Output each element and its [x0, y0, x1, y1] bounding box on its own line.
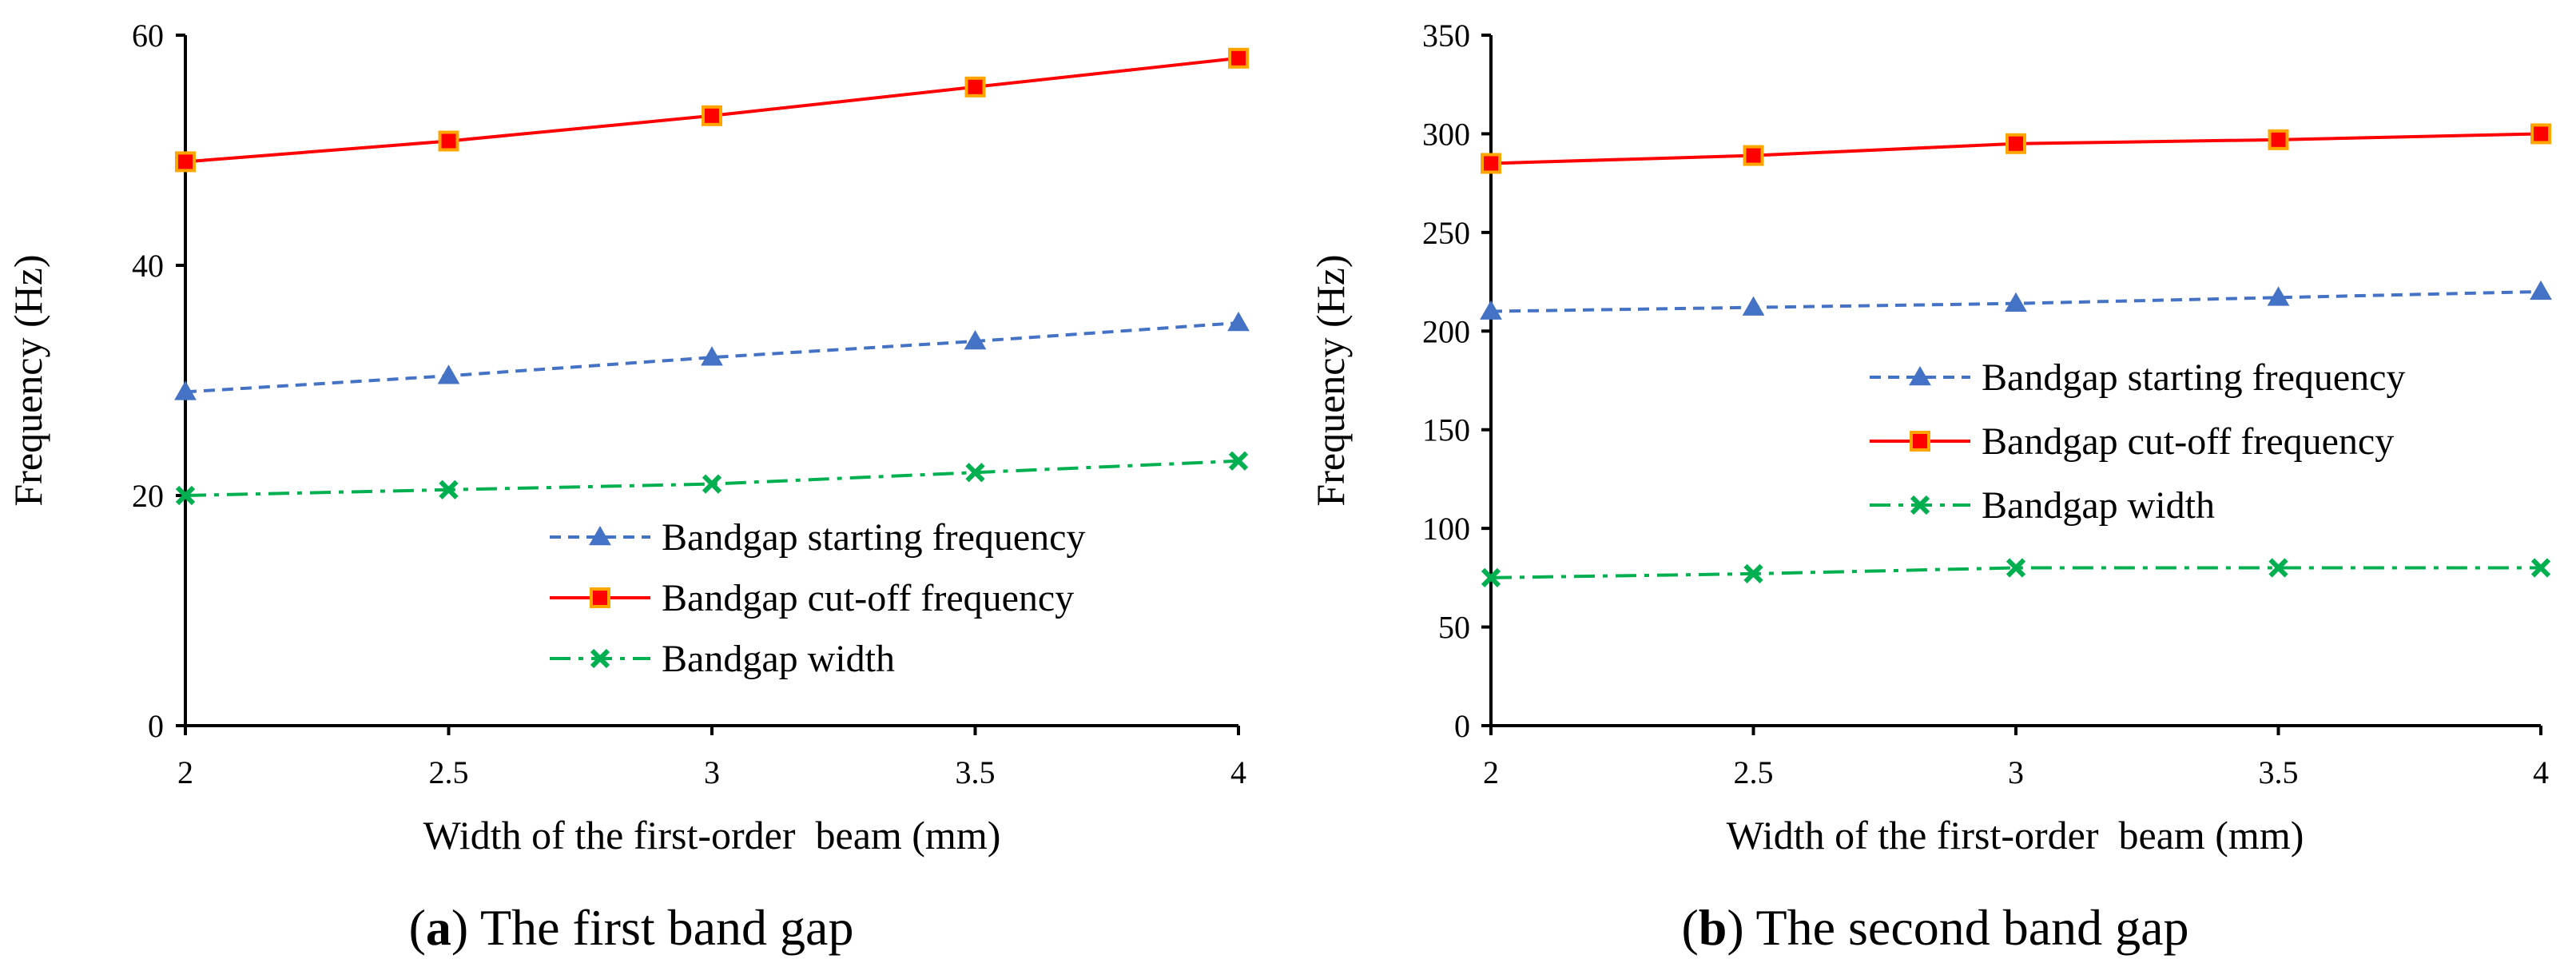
data-point	[175, 151, 196, 173]
y-tick-label: 60	[132, 18, 164, 54]
data-point	[702, 105, 722, 126]
y-tick-label: 350	[1422, 18, 1470, 54]
legend-marker	[1910, 495, 1930, 515]
x-tick-label: 3	[704, 754, 720, 790]
y-tick-label: 40	[132, 248, 164, 284]
legend-label: Bandgap cut-off frequency	[662, 577, 1074, 619]
data-point	[702, 474, 722, 494]
data-point	[964, 76, 986, 98]
y-tick-label: 200	[1422, 313, 1470, 349]
y-tick-label: 150	[1422, 412, 1470, 448]
x-tick-label: 2.5	[1734, 754, 1774, 790]
x-tick-labels: 2 2.5 3 3.5 4	[1483, 726, 2549, 790]
series-line	[185, 459, 1239, 497]
data-point	[965, 463, 985, 483]
series-line	[185, 321, 1239, 394]
series-3	[175, 451, 1249, 506]
legend-marker	[1910, 431, 1930, 452]
legend-marker	[589, 525, 611, 546]
legend-label: Bandgap starting frequency	[1982, 356, 2405, 399]
series-line	[1490, 566, 2541, 579]
data-point	[964, 330, 987, 350]
data-point	[1227, 311, 1250, 332]
data-point	[2530, 123, 2551, 145]
chart-a: 0 20 40 60 2 2.5 3 3.5 4 Frequency (Hz) Width o…	[6, 18, 1250, 956]
series-2	[1481, 123, 2551, 174]
x-tick-label: 2.5	[429, 754, 469, 790]
x-tick-label: 4	[1230, 754, 1246, 790]
legend-label: Bandgap width	[662, 638, 895, 680]
data-point	[1742, 296, 1765, 316]
data-point	[439, 480, 459, 499]
data-point	[2267, 286, 2290, 306]
caption-paren: )	[1727, 899, 1743, 956]
series-1	[1480, 280, 2552, 320]
legend-marker	[590, 648, 610, 669]
data-point	[2006, 558, 2026, 578]
caption-label: (	[409, 899, 426, 956]
x-tick-label: 2	[177, 754, 193, 790]
x-tick-label: 4	[2533, 754, 2549, 790]
data-point	[1743, 145, 1764, 166]
chart-b: 0 50 100 150 200 250 300 350 2 2.5 3 3.5 4 Frequenc…	[1308, 18, 2552, 956]
y-tick-label: 250	[1422, 215, 1470, 251]
y-tick-label: 20	[132, 478, 164, 514]
data-point	[701, 346, 723, 366]
data-point	[1480, 300, 1502, 320]
caption-letter: a	[426, 899, 451, 956]
data-point	[1481, 153, 1501, 174]
caption-text: The first band gap	[468, 899, 853, 956]
caption-paren: )	[451, 899, 468, 956]
y-axis-title: Frequency (Hz)	[1308, 254, 1353, 506]
y-tick-label: 300	[1422, 116, 1470, 152]
legend: Bandgap starting frequency Bandgap cut-of…	[550, 516, 1085, 680]
y-axis-title: Frequency (Hz)	[6, 254, 50, 506]
caption-letter: b	[1699, 899, 1727, 956]
data-point	[175, 485, 196, 506]
y-tick-label: 0	[148, 708, 164, 744]
data-point	[174, 380, 197, 400]
data-point	[2268, 558, 2288, 578]
data-point	[2530, 558, 2551, 578]
data-point	[1743, 563, 1763, 584]
x-axis-title: Width of the first-order beam (mm)	[1727, 813, 2304, 858]
data-point	[438, 130, 459, 152]
x-tick-labels: 2 2.5 3 3.5 4	[177, 726, 1246, 790]
legend: Bandgap starting frequency Bandgap cut-of…	[1870, 356, 2405, 527]
x-tick-label: 2	[1483, 754, 1499, 790]
series-layer	[1480, 123, 2552, 587]
data-point	[1228, 47, 1249, 69]
x-axis-title: Width of the first-order beam (mm)	[423, 813, 1001, 858]
legend-label: Bandgap width	[1982, 484, 2215, 527]
series-3	[1481, 558, 2551, 587]
series-2	[175, 47, 1249, 173]
data-point	[2268, 129, 2289, 150]
series-layer	[174, 47, 1250, 506]
legend-marker	[590, 587, 610, 608]
data-point	[2530, 280, 2552, 300]
y-tick-label: 0	[1454, 708, 1470, 744]
caption: (a) The first band gap	[409, 899, 854, 956]
x-tick-label: 3	[2008, 754, 2024, 790]
y-tick-labels: 0 20 40 60	[132, 18, 185, 744]
legend-label: Bandgap starting frequency	[662, 516, 1085, 559]
legend-marker	[1909, 365, 1931, 386]
data-point	[1481, 567, 1501, 587]
data-point	[437, 364, 460, 384]
caption-text: The second band gap	[1744, 899, 2189, 956]
data-point	[1228, 451, 1249, 471]
caption-label: (	[1681, 899, 1698, 956]
data-point	[2005, 292, 2027, 312]
data-point	[2006, 133, 2026, 154]
x-tick-label: 3.5	[2259, 754, 2299, 790]
x-tick-label: 3.5	[956, 754, 996, 790]
y-tick-label: 100	[1422, 511, 1470, 547]
legend-label: Bandgap cut-off frequency	[1982, 420, 2394, 463]
y-tick-labels: 0 50 100 150 200 250 300 350	[1422, 18, 1491, 744]
series-1	[174, 311, 1250, 400]
y-tick-label: 50	[1438, 610, 1470, 646]
caption: (b) The second band gap	[1681, 899, 2188, 956]
